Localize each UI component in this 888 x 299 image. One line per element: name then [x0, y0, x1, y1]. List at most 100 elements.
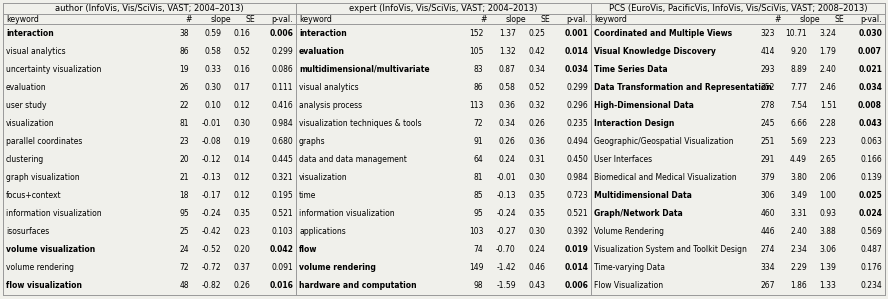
Text: 0.36: 0.36 [499, 101, 516, 110]
Text: #: # [480, 14, 487, 24]
Text: p-val.: p-val. [567, 14, 588, 24]
Text: 0.24: 0.24 [528, 245, 545, 254]
Text: 0.016: 0.016 [269, 281, 293, 290]
Text: SE: SE [246, 14, 256, 24]
Text: 0.680: 0.680 [271, 137, 293, 146]
Text: user study: user study [6, 101, 46, 110]
Text: 0.450: 0.450 [567, 155, 588, 164]
Text: 2.40: 2.40 [790, 227, 807, 236]
Text: 1.79: 1.79 [820, 47, 836, 56]
Text: -0.24: -0.24 [202, 209, 221, 218]
Text: 0.166: 0.166 [860, 155, 882, 164]
Text: Data Transformation and Representation: Data Transformation and Representation [594, 83, 772, 92]
Text: 113: 113 [469, 101, 483, 110]
Text: 0.30: 0.30 [204, 83, 221, 92]
Text: information visualization: information visualization [6, 209, 101, 218]
Text: 460: 460 [760, 209, 774, 218]
Text: 0.14: 0.14 [234, 155, 250, 164]
Text: 81: 81 [474, 173, 483, 182]
Text: 3.31: 3.31 [790, 209, 807, 218]
Text: 2.28: 2.28 [820, 119, 836, 128]
Text: #: # [186, 14, 193, 24]
Text: 2.46: 2.46 [820, 83, 836, 92]
Text: 334: 334 [760, 263, 774, 272]
Text: 0.43: 0.43 [528, 281, 545, 290]
Text: User Interfaces: User Interfaces [594, 155, 652, 164]
Text: expert (InfoVis, Vis/SciVis, VAST; 2004–2013): expert (InfoVis, Vis/SciVis, VAST; 2004–… [349, 4, 538, 13]
Text: 0.024: 0.024 [858, 209, 882, 218]
Text: 0.59: 0.59 [204, 28, 221, 38]
Text: -0.13: -0.13 [202, 173, 221, 182]
Text: 0.26: 0.26 [234, 281, 250, 290]
Text: 22: 22 [179, 101, 189, 110]
Text: -1.42: -1.42 [496, 263, 516, 272]
Text: visualization techniques & tools: visualization techniques & tools [299, 119, 422, 128]
Text: author (InfoVis, Vis/SciVis, VAST; 2004–2013): author (InfoVis, Vis/SciVis, VAST; 2004–… [55, 4, 244, 13]
Text: 0.87: 0.87 [499, 65, 516, 74]
Text: Biomedical and Medical Visualization: Biomedical and Medical Visualization [594, 173, 737, 182]
Text: 0.35: 0.35 [528, 191, 545, 200]
Text: -0.27: -0.27 [496, 227, 516, 236]
Text: 0.16: 0.16 [234, 65, 250, 74]
Text: 74: 74 [473, 245, 483, 254]
Text: 2.06: 2.06 [820, 173, 836, 182]
Text: 103: 103 [469, 227, 483, 236]
Text: 1.00: 1.00 [820, 191, 836, 200]
Text: 0.46: 0.46 [528, 263, 545, 272]
Text: 86: 86 [473, 83, 483, 92]
Text: 105: 105 [469, 47, 483, 56]
Text: 0.030: 0.030 [858, 28, 882, 38]
Text: 245: 245 [760, 119, 774, 128]
Text: 3.06: 3.06 [820, 245, 836, 254]
Text: 0.321: 0.321 [272, 173, 293, 182]
Text: multidimensional/multivariate: multidimensional/multivariate [299, 65, 430, 74]
Text: High-Dimensional Data: High-Dimensional Data [594, 101, 694, 110]
Text: 0.12: 0.12 [234, 101, 250, 110]
Text: 0.52: 0.52 [528, 83, 545, 92]
Text: 0.019: 0.019 [564, 245, 588, 254]
Text: slope: slope [505, 14, 526, 24]
Text: 2.40: 2.40 [820, 65, 836, 74]
Text: -0.52: -0.52 [202, 245, 221, 254]
Text: interaction: interaction [6, 28, 54, 38]
Text: visual analytics: visual analytics [6, 47, 66, 56]
Text: volume visualization: volume visualization [6, 245, 95, 254]
Text: 152: 152 [469, 28, 483, 38]
Text: slope: slope [211, 14, 232, 24]
Text: 0.37: 0.37 [234, 263, 250, 272]
Text: 24: 24 [179, 245, 189, 254]
Text: time: time [299, 191, 316, 200]
Text: 48: 48 [179, 281, 189, 290]
Text: 3.80: 3.80 [790, 173, 807, 182]
Text: 0.235: 0.235 [567, 119, 588, 128]
Text: 293: 293 [760, 65, 774, 74]
Text: 0.23: 0.23 [234, 227, 250, 236]
Text: 379: 379 [760, 173, 774, 182]
Text: keyword: keyword [299, 14, 332, 24]
Text: Interaction Design: Interaction Design [594, 119, 674, 128]
Text: isosurfaces: isosurfaces [6, 227, 49, 236]
Text: 0.42: 0.42 [528, 47, 545, 56]
Text: 3.24: 3.24 [820, 28, 836, 38]
Text: 0.20: 0.20 [234, 245, 250, 254]
Text: 10.71: 10.71 [786, 28, 807, 38]
Text: 0.139: 0.139 [860, 173, 882, 182]
Text: -0.17: -0.17 [202, 191, 221, 200]
Text: 0.12: 0.12 [234, 191, 250, 200]
Text: 0.008: 0.008 [858, 101, 882, 110]
Text: 7.54: 7.54 [790, 101, 807, 110]
Text: 8.89: 8.89 [790, 65, 807, 74]
Text: 0.26: 0.26 [528, 119, 545, 128]
Text: applications: applications [299, 227, 345, 236]
Text: 0.35: 0.35 [234, 209, 250, 218]
Text: information visualization: information visualization [299, 209, 394, 218]
Text: interaction: interaction [299, 28, 346, 38]
Text: 95: 95 [473, 209, 483, 218]
Text: Geographic/Geospatial Visualization: Geographic/Geospatial Visualization [594, 137, 733, 146]
Text: 0.26: 0.26 [499, 137, 516, 146]
Text: 0.111: 0.111 [272, 83, 293, 92]
Text: parallel coordinates: parallel coordinates [6, 137, 83, 146]
Text: 1.39: 1.39 [820, 263, 836, 272]
Text: -0.72: -0.72 [202, 263, 221, 272]
Text: 0.58: 0.58 [204, 47, 221, 56]
